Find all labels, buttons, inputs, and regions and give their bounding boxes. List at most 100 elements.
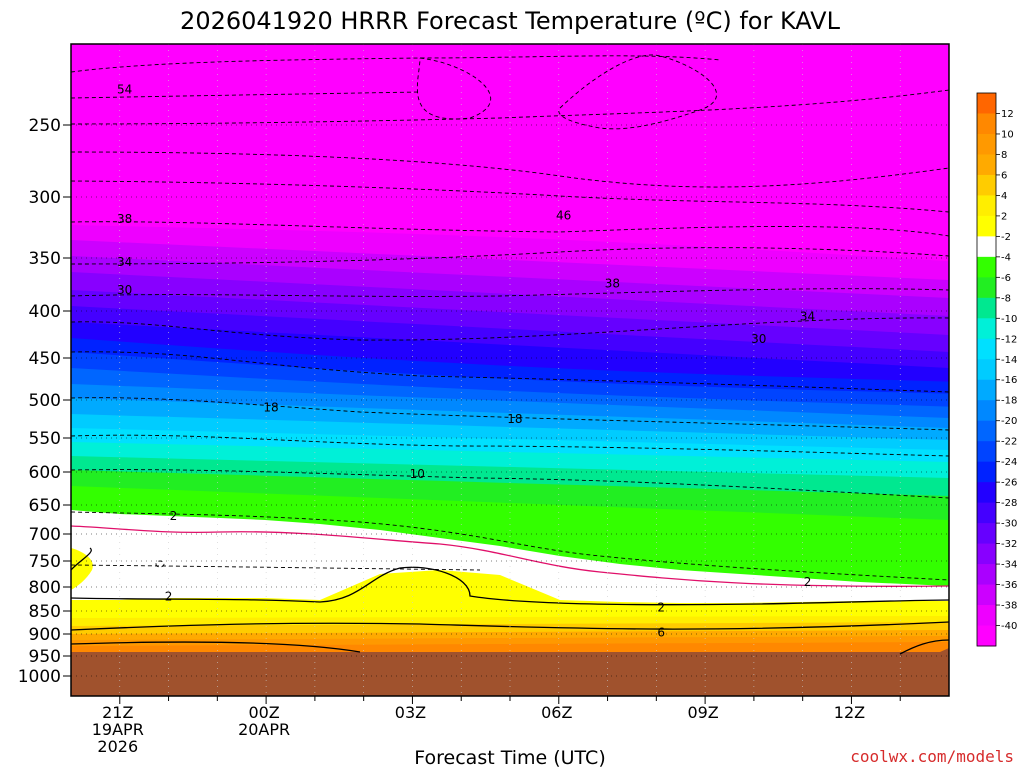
colorbar-label: -22	[1001, 437, 1017, 448]
temperature-bands	[71, 225, 949, 696]
y-tick-label: 750	[29, 552, 61, 572]
contour-label: 18	[263, 401, 278, 415]
colorbar-swatch	[977, 338, 996, 360]
colorbar-legend: 12 10 8 6 4 2 -2 -4 -6 -8 -10 -12 -14 -16 -18 -20 -22 -24…	[976, 92, 1017, 647]
contour-label: 34	[800, 310, 815, 324]
colorbar-swatch	[977, 297, 996, 319]
colorbar-label: -34	[1001, 560, 1017, 571]
y-tick-label: 650	[29, 496, 61, 516]
x-tick-label: 2026	[97, 737, 138, 756]
colorbar-swatch	[977, 441, 996, 463]
x-tick-label: 03Z	[395, 703, 426, 722]
colorbar-swatch	[977, 461, 996, 483]
y-tick-label: 1000	[18, 667, 61, 687]
contour-dashed-7	[71, 288, 949, 297]
colorbar-swatch	[977, 154, 996, 176]
contour-dashed-15	[155, 560, 165, 568]
contour-dashed-13	[71, 511, 949, 581]
colorbar-label: -32	[1001, 539, 1017, 550]
plot-area	[71, 44, 949, 696]
contour-dashed-12	[71, 469, 949, 499]
contour-label: 34	[117, 255, 132, 269]
colorbar-label: 2	[1001, 211, 1007, 222]
contour-dashed-11	[71, 434, 949, 457]
colorbar-label: -36	[1001, 580, 1017, 591]
colorbar-label: -8	[1001, 293, 1011, 304]
y-tick-label: 450	[29, 349, 61, 369]
colorbar-swatch	[977, 174, 996, 196]
contour-solid-2	[71, 641, 361, 653]
contour-solid-3	[899, 639, 949, 655]
colorbar-swatch	[977, 93, 996, 114]
contour-dashed-8	[71, 317, 949, 341]
colorbar-label: -24	[1001, 457, 1017, 468]
contour-solid-1	[71, 621, 949, 631]
contour-dashed-2	[71, 89, 949, 125]
contour-label: 30	[117, 283, 132, 297]
x-axis-label: Forecast Time (UTC)	[414, 747, 605, 768]
colorbar-swatch	[977, 379, 996, 401]
contour-loop-1	[558, 54, 717, 130]
contour-label: 2	[170, 509, 178, 523]
contour-label: 54	[117, 82, 132, 96]
gridlines	[71, 44, 949, 696]
contour-dashed-1	[71, 91, 421, 99]
colorbar-swatch	[977, 236, 996, 258]
warm-pocket	[71, 548, 93, 590]
contour-dashed-10	[71, 397, 949, 431]
colorbar-swatch	[977, 420, 996, 442]
contour-label: 38	[605, 276, 620, 290]
colorbar-frame	[976, 92, 997, 647]
contour-dashed-14	[71, 564, 481, 571]
y-tick-label: 850	[29, 602, 61, 622]
y-tick-label: 350	[29, 249, 61, 269]
colorbar-swatch	[977, 502, 996, 524]
ground-fill	[71, 648, 949, 696]
colorbar-swatch	[977, 133, 996, 155]
contour-label: 46	[556, 208, 571, 222]
colorbar-swatch	[977, 113, 996, 135]
contour-dashed-5	[71, 221, 949, 237]
y-tick-label: 600	[29, 463, 61, 483]
colorbar-label: -10	[1001, 314, 1017, 325]
x-tick-label: 19APR	[92, 720, 144, 739]
x-tick-label: 12Z	[834, 703, 865, 722]
colorbar-swatch	[977, 400, 996, 422]
colorbar-label: -30	[1001, 519, 1017, 530]
contour-lines	[71, 54, 949, 655]
colorbar-swatch	[977, 215, 996, 237]
contour-labels: 54 38 34 30 46 38 34 30 18 18 10 2 2 2 2 6	[117, 82, 815, 639]
colorbar-label: 10	[1001, 129, 1014, 140]
colorbar-label: 8	[1001, 150, 1007, 161]
colorbar-swatch	[977, 277, 996, 299]
y-tick-label: 950	[29, 647, 61, 667]
contour-dashed-6	[71, 247, 949, 265]
colorbar-label: -6	[1001, 273, 1011, 284]
contour-label: 2	[657, 601, 665, 615]
x-tick-label: 06Z	[541, 703, 572, 722]
colorbar-swatch	[977, 359, 996, 381]
colorbar-swatch	[977, 256, 996, 278]
colorbar-swatch	[977, 195, 996, 217]
credit-text: coolwx.com/models	[850, 747, 1014, 766]
y-tick-label: 700	[29, 525, 61, 545]
colorbar-swatch	[977, 482, 996, 504]
contour-label: 2	[804, 575, 812, 589]
y-axis: 250 300 350 400 450 500 550 600 650 700 750 800 850 9…	[18, 116, 71, 687]
contour-dashed-4	[71, 180, 949, 213]
x-tick-label: 21Z	[102, 703, 133, 722]
colorbar-swatch	[977, 625, 996, 647]
contour-label: 38	[117, 212, 132, 226]
colorbar-swatch	[977, 543, 996, 565]
colorbar-label: -26	[1001, 478, 1017, 489]
colorbar-swatch	[977, 584, 996, 606]
y-tick-label: 250	[29, 116, 61, 136]
x-tick-label: 20APR	[238, 720, 290, 739]
colorbar-label: -28	[1001, 498, 1017, 509]
freezing-line	[71, 525, 949, 587]
contour-label: 10	[410, 467, 425, 481]
y-tick-label: 400	[29, 302, 61, 322]
colorbar-swatch	[977, 564, 996, 586]
